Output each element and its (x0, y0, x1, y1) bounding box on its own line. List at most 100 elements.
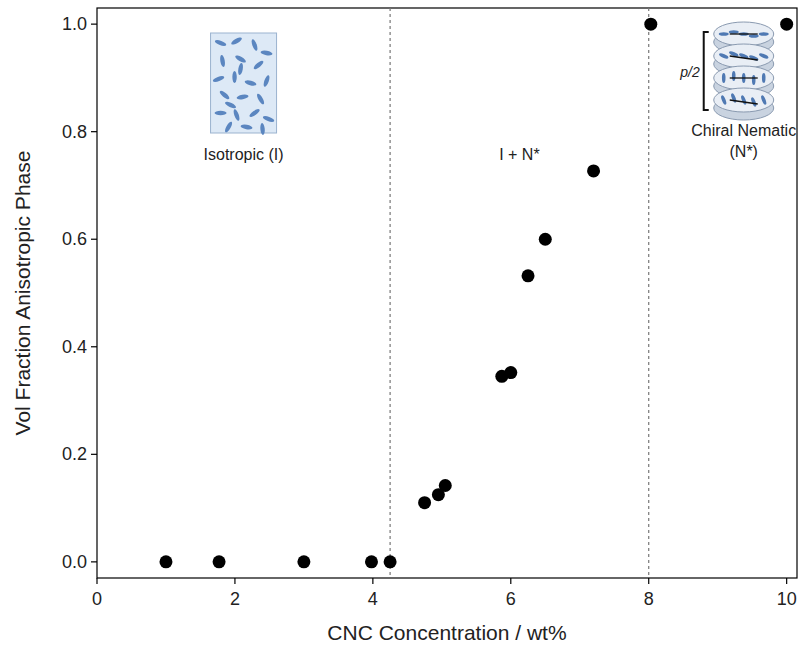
y-tick-label: 0.0 (62, 552, 87, 572)
x-tick (372, 578, 373, 584)
icon-rod (719, 32, 729, 36)
data-point (418, 496, 431, 509)
phase-boundary (390, 8, 391, 578)
data-point (587, 164, 600, 177)
isotropic-icon (211, 33, 277, 135)
icon-arrow (730, 33, 758, 34)
icon-rod (749, 34, 759, 38)
data-point (384, 555, 397, 568)
icon-rod (260, 123, 265, 135)
chiral-icon (704, 22, 774, 120)
icon-box (211, 33, 277, 133)
icon-rod (219, 89, 231, 100)
y-tick (91, 239, 97, 240)
chart: 0 2 4 6 8 10 0.0 0.2 0.4 0.6 0.8 1.0 CNC Concentrati… (0, 0, 804, 657)
icon-rod (732, 71, 736, 81)
icon-arrow (730, 77, 758, 78)
icon-rod (224, 100, 237, 109)
icon-rod (718, 52, 729, 59)
icon-rod (212, 75, 225, 83)
x-tick-label: 6 (506, 589, 516, 609)
x-tick-label: 4 (368, 589, 378, 609)
icon-arrow (730, 56, 758, 60)
icon-layer (714, 88, 774, 112)
icon-rod (219, 55, 225, 68)
icon-rod (234, 54, 247, 64)
label-line: Chiral Nematic (691, 122, 796, 139)
pitch-label: p/2 (679, 64, 700, 80)
icon-rod (232, 71, 236, 83)
icon-rod (722, 73, 726, 83)
y-tick (91, 131, 97, 132)
x-tick (786, 578, 787, 584)
x-tick-label: 0 (92, 589, 102, 609)
icon-rod (248, 108, 260, 118)
x-tick (96, 578, 97, 584)
icon-rod (215, 111, 227, 115)
data-point (644, 18, 657, 31)
icon-rod (750, 97, 757, 108)
icon-rod (740, 95, 747, 106)
icon-rod (244, 79, 257, 86)
data-point (504, 366, 517, 379)
data-point (539, 233, 552, 246)
data-point (780, 18, 793, 31)
icon-rod (260, 50, 273, 56)
x-tick (234, 578, 235, 584)
x-tick (510, 578, 511, 584)
phase-boundary (648, 8, 649, 578)
y-tick-label: 1.0 (62, 14, 87, 34)
x-tick-label: 10 (777, 589, 797, 609)
data-point (297, 555, 310, 568)
y-tick (91, 346, 97, 347)
icon-rod (720, 95, 727, 106)
region-label: I + N* (499, 146, 539, 163)
x-axis-title: CNC Concentration / wt% (327, 621, 566, 644)
icon-rod (253, 59, 265, 70)
data-point (439, 479, 452, 492)
icon-layer (714, 66, 774, 90)
region-label: Chiral Nematic (N*) (691, 122, 796, 160)
y-tick-label: 0.4 (62, 337, 87, 357)
icon-rod (262, 115, 275, 123)
x-tick (648, 578, 649, 584)
icon-rod (758, 52, 769, 59)
icon-rod (256, 93, 266, 106)
y-tick (91, 454, 97, 455)
icon-rod (762, 73, 766, 83)
pitch-bracket (704, 32, 709, 110)
label-line: (N*) (730, 143, 758, 160)
plot-area (159, 8, 793, 578)
y-axis-title: Vol Fraction Anisotropic Phase (11, 151, 34, 436)
icon-rod (262, 75, 270, 88)
icon-rod (237, 63, 243, 76)
data-point (522, 269, 535, 282)
icon-rod (759, 32, 769, 36)
icon-rod (232, 109, 240, 122)
icon-layer (714, 44, 774, 68)
y-tick (91, 561, 97, 562)
icon-rod (230, 36, 243, 46)
icon-rod (729, 30, 739, 34)
icon-rod (236, 94, 249, 100)
icon-layer (714, 22, 774, 46)
icon-rod (224, 121, 234, 134)
y-tick-label: 0.6 (62, 229, 87, 249)
x-tick-label: 2 (230, 589, 240, 609)
region-label: Isotropic (I) (204, 146, 284, 163)
y-tick-label: 0.8 (62, 122, 87, 142)
icon-rod (760, 95, 767, 106)
data-point (213, 555, 226, 568)
icon-rod (730, 93, 737, 104)
data-point (365, 555, 378, 568)
icon-rod (752, 75, 756, 85)
plot-frame (97, 8, 797, 578)
data-point (159, 555, 172, 568)
x-tick-label: 8 (644, 589, 654, 609)
icon-rod (214, 39, 227, 47)
icon-arrow (730, 100, 758, 104)
icon-rod (250, 39, 258, 52)
icon-rod (240, 124, 253, 130)
y-tick (91, 24, 97, 25)
y-tick-label: 0.2 (62, 444, 87, 464)
